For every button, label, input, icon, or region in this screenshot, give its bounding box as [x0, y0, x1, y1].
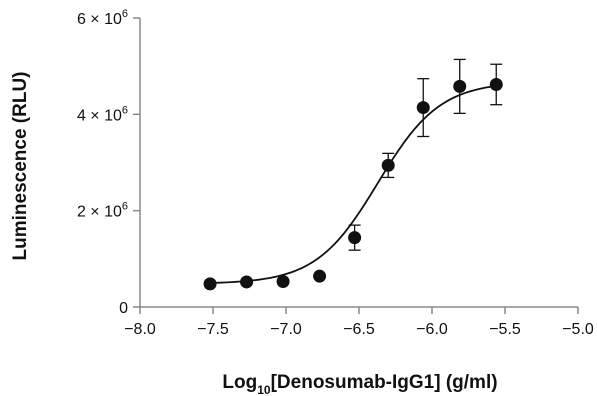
data-point: [348, 231, 362, 245]
y-tick-label: 0: [119, 300, 128, 317]
y-axis-label: Luminescence (RLU): [10, 72, 31, 261]
data-point: [240, 275, 254, 289]
data-points: [203, 77, 503, 291]
data-point: [453, 79, 467, 93]
x-tick-label: −7.0: [270, 321, 302, 338]
y-tick-label: 6 × 106: [77, 8, 128, 28]
x-axis-label-prefix: Log: [222, 372, 257, 393]
data-point: [489, 77, 503, 91]
y-tick-label: 2 × 106: [77, 201, 128, 221]
x-tick-label: −8.0: [124, 321, 156, 338]
data-point: [381, 158, 395, 172]
error-bars: [348, 58, 503, 251]
data-point: [313, 269, 327, 283]
x-tick-label: −6.0: [416, 321, 448, 338]
x-axis-ticks: −8.0 −7.5 −7.0 −6.5 −6.0 −5.5 −5.0: [124, 307, 594, 338]
x-axis-label: Log10[Denosumab-IgG1] (g/ml): [222, 372, 497, 396]
y-tick-label: 4 × 106: [77, 104, 128, 124]
fit-curve: [210, 85, 497, 284]
data-point: [203, 277, 217, 291]
x-tick-label: −5.5: [489, 321, 521, 338]
x-axis-label-subscript: 10: [257, 383, 271, 396]
data-point: [416, 101, 430, 115]
x-tick-label: −7.5: [197, 321, 229, 338]
x-axis-label-suffix: [Denosumab-IgG1] (g/ml): [271, 372, 498, 393]
data-point: [276, 274, 290, 288]
x-tick-label: −6.5: [343, 321, 375, 338]
y-axis-ticks: 0 2 × 106 4 × 106 6 × 106: [77, 8, 140, 317]
x-tick-label: −5.0: [562, 321, 594, 338]
